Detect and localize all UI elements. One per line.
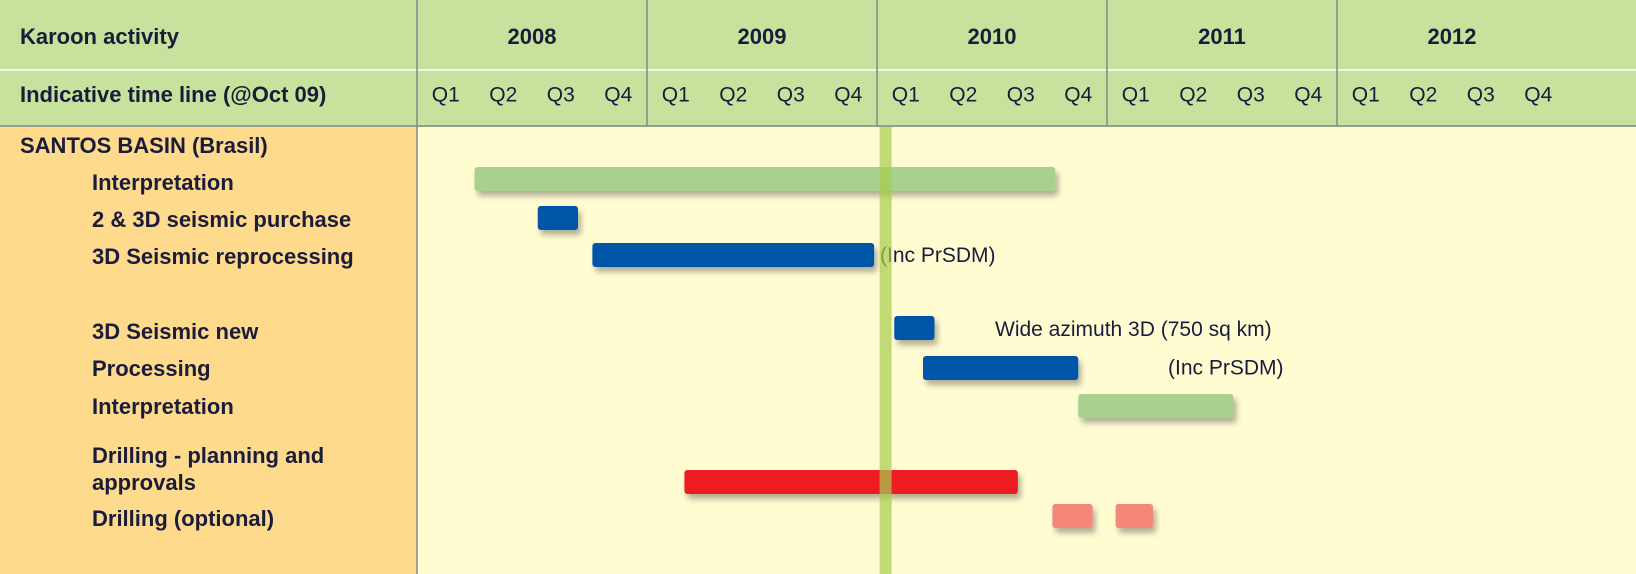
label-column bbox=[0, 127, 417, 574]
quarter-label: Q1 bbox=[892, 84, 920, 107]
quarter-label: Q3 bbox=[1237, 84, 1265, 107]
quarter-label: Q3 bbox=[547, 84, 575, 107]
header-title: Karoon activity bbox=[20, 24, 180, 49]
task-bar bbox=[923, 356, 1079, 380]
row-label: 2 & 3D seismic purchase bbox=[92, 207, 351, 232]
header-subtitle: Indicative time line (@Oct 09) bbox=[20, 82, 326, 107]
bar-note: (Inc PrSDM) bbox=[1168, 357, 1284, 380]
task-bar bbox=[474, 167, 1056, 191]
quarter-label: Q1 bbox=[432, 84, 460, 107]
year-label: 2010 bbox=[968, 24, 1017, 49]
year-label: 2008 bbox=[508, 24, 557, 49]
row-label: Drilling (optional) bbox=[92, 506, 274, 531]
row-label: SANTOS BASIN (Brasil) bbox=[20, 133, 268, 158]
year-label: 2009 bbox=[738, 24, 787, 49]
quarter-label: Q2 bbox=[949, 84, 977, 107]
bar-note: Wide azimuth 3D (750 sq km) bbox=[995, 318, 1272, 341]
quarter-label: Q4 bbox=[1064, 84, 1092, 107]
task-bar bbox=[894, 316, 935, 340]
quarter-label: Q3 bbox=[777, 84, 805, 107]
quarter-label: Q2 bbox=[719, 84, 747, 107]
header-bg bbox=[0, 0, 1636, 127]
task-bar bbox=[537, 206, 578, 230]
year-label: 2011 bbox=[1198, 24, 1246, 49]
row-label: Interpretation bbox=[92, 394, 234, 419]
row-label: Drilling - planning and bbox=[92, 443, 324, 468]
task-bar bbox=[684, 470, 1018, 494]
quarter-label: Q3 bbox=[1007, 84, 1035, 107]
quarter-label: Q2 bbox=[489, 84, 517, 107]
body-bg bbox=[417, 127, 1636, 574]
year-label: 2012 bbox=[1428, 24, 1477, 49]
row-label: approvals bbox=[92, 470, 196, 495]
row-label: Interpretation bbox=[92, 170, 234, 195]
bar-note: (Inc PrSDM) bbox=[880, 244, 996, 267]
quarter-label: Q1 bbox=[1122, 84, 1150, 107]
quarter-label: Q4 bbox=[1294, 84, 1322, 107]
quarter-label: Q3 bbox=[1467, 84, 1495, 107]
quarter-label: Q1 bbox=[662, 84, 690, 107]
task-bar bbox=[1115, 504, 1153, 528]
quarter-label: Q4 bbox=[1524, 84, 1552, 107]
row-label: 3D Seismic new bbox=[92, 319, 259, 344]
row-label: 3D Seismic reprocessing bbox=[92, 244, 354, 269]
task-bar bbox=[1052, 504, 1093, 528]
quarter-label: Q4 bbox=[834, 84, 862, 107]
row-label: Processing bbox=[92, 356, 211, 381]
task-bar bbox=[1078, 394, 1234, 418]
quarter-label: Q2 bbox=[1179, 84, 1207, 107]
current-date-marker bbox=[879, 127, 892, 574]
task-bar bbox=[592, 243, 875, 267]
quarter-label: Q1 bbox=[1352, 84, 1380, 107]
quarter-label: Q2 bbox=[1409, 84, 1437, 107]
quarter-label: Q4 bbox=[604, 84, 632, 107]
